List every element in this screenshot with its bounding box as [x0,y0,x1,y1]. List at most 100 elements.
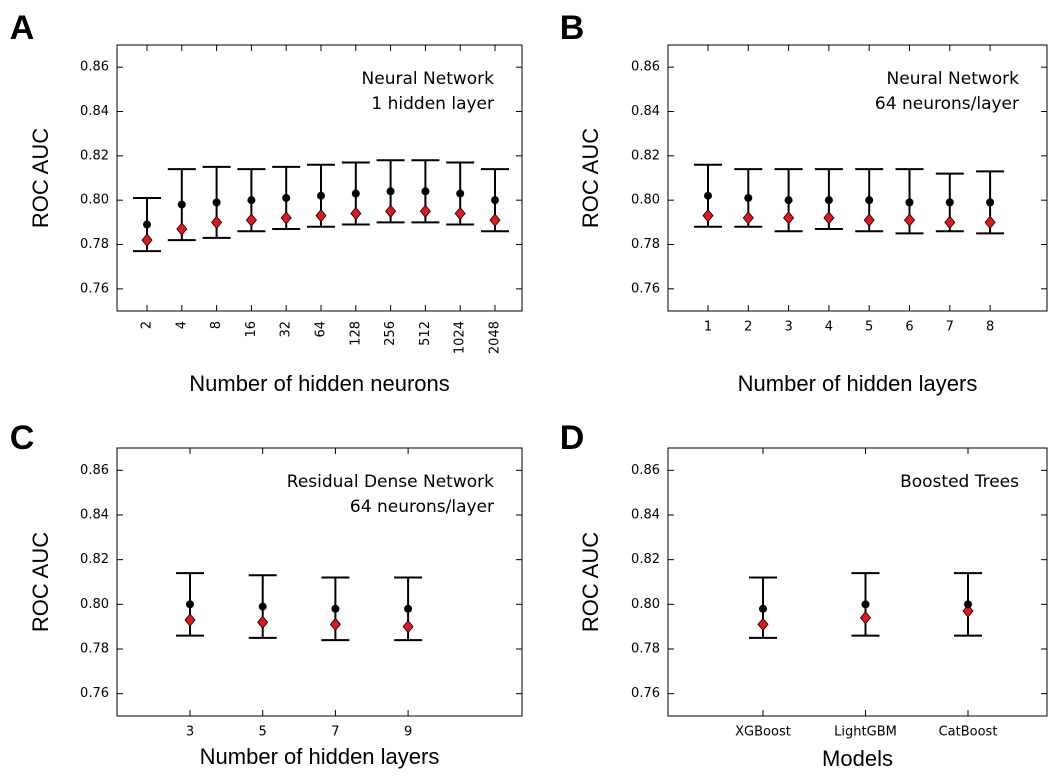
y-tick-label: 0.82 [80,148,109,163]
diamond-marker [280,211,292,225]
x-tick-label: 3 [186,725,194,740]
panel-letter: D [560,419,585,457]
annotation: 64 neurons/layer [350,497,494,517]
x-axis-title: Number of hidden layers [200,744,440,769]
diamond-marker [385,204,397,218]
dot-marker [491,196,499,205]
y-tick-label: 0.82 [631,552,660,567]
diamond-marker [702,209,714,223]
panel: B ROC AUC Number of hidden layers Neural Ne… [560,9,1048,396]
diamond-marker [859,611,872,625]
dot-marker [824,196,833,205]
dot-marker [177,200,186,209]
y-tick-label: 0.84 [631,508,660,523]
diamond-marker [783,211,795,225]
diamond-marker [141,233,153,247]
x-tick-label: 128 [348,321,363,346]
y-tick-label: 0.80 [631,193,660,208]
diamond-marker [944,215,956,229]
x-axis-title: Number of hidden layers [738,371,978,396]
x-tick-label: 4 [825,320,833,335]
y-tick-label: 0.78 [80,642,109,657]
y-axis-title: ROC AUC [578,532,603,632]
x-tick-label: 5 [259,725,267,740]
x-tick-label: CatBoost [939,725,998,740]
y-tick-label: 0.80 [631,597,660,612]
panel: C ROC AUC Number of hidden layers Residual … [10,419,523,769]
x-tick-label: 9 [404,725,412,740]
diamond-marker [184,613,196,627]
diamond-marker [176,222,188,236]
diamond-marker [984,215,996,229]
dot-marker [744,193,753,202]
dot-marker [865,196,874,205]
x-tick-label: 4 [174,321,189,329]
y-tick-label: 0.78 [631,642,660,657]
dot-marker [386,187,395,196]
y-tick-label: 0.78 [80,237,109,252]
dot-marker [964,600,972,609]
x-tick-label: LightGBM [834,725,897,740]
dot-marker [258,602,267,611]
diamond-marker [823,211,835,225]
dot-marker [784,196,793,205]
diamond-marker [350,206,362,221]
dot-marker [247,196,256,205]
x-tick-label: 8 [986,320,994,335]
diamond-marker [315,209,327,223]
dot-marker [186,600,194,609]
diamond-marker [454,206,466,221]
annotation: Boosted Trees [900,472,1019,492]
x-tick-label: XGBoost [735,725,791,740]
diamond-marker [257,615,269,629]
y-tick-label: 0.86 [80,463,109,478]
panel-letter: A [10,9,35,47]
dot-marker [861,600,870,609]
y-axis-title: ROC AUC [28,128,53,228]
annotation: 1 hidden layer [371,94,494,114]
plot-frame [116,44,523,312]
y-tick-label: 0.84 [80,104,109,119]
diamond-marker [419,204,431,218]
plot-frame [116,447,523,717]
panel: D ROC AUC Models Boosted Trees 0.76 0.78 0.80 0… [560,419,1048,771]
dot-marker [282,193,291,202]
dot-marker [143,220,151,229]
y-tick-label: 0.76 [631,686,660,701]
x-tick-label: 3 [784,320,792,335]
dot-marker [456,189,465,198]
annotation: Neural Network [887,69,1020,89]
annotation: Residual Dense Network [287,472,494,492]
dot-marker [421,187,430,196]
plot-frame [667,447,1048,717]
y-axis-title: ROC AUC [578,128,603,228]
x-axis-title: Models [822,746,893,771]
dot-marker [331,604,340,613]
annotation: Neural Network [362,69,495,89]
dot-marker [351,189,360,198]
y-tick-label: 0.76 [631,281,660,296]
dot-marker [945,198,954,207]
y-tick-label: 0.86 [631,463,660,478]
x-tick-label: 7 [946,320,954,335]
diamond-marker [903,213,916,227]
y-tick-label: 0.86 [631,60,660,75]
panel-letter: B [560,9,585,47]
diamond-marker [402,620,414,634]
diamond-marker [329,617,341,632]
dot-marker [317,191,325,200]
diamond-marker [489,213,501,227]
y-tick-label: 0.80 [80,193,109,208]
diamond-marker [962,604,974,618]
x-tick-label: 16 [244,321,259,338]
plot-frame [667,44,1048,312]
dot-marker [986,198,995,207]
x-axis-title: Number of hidden neurons [189,371,450,396]
panel: A ROC AUC Number of hidden neurons Neural N… [10,9,523,396]
y-axis-title: ROC AUC [28,532,53,632]
y-tick-label: 0.76 [80,281,109,296]
x-tick-label: 7 [331,725,339,740]
diamond-marker [245,213,257,227]
diamond-marker [211,215,223,229]
diamond-marker [757,617,769,632]
